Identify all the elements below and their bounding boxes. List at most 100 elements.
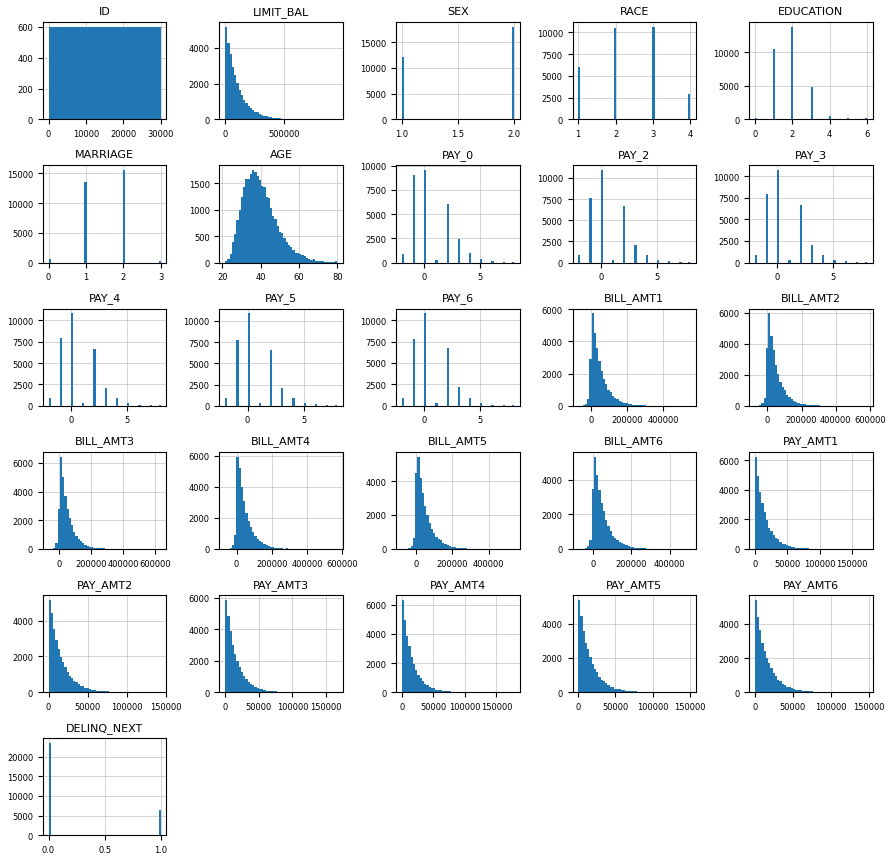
Title: BILL_AMT3: BILL_AMT3: [75, 436, 135, 447]
Bar: [237, 661, 238, 692]
Bar: [614, 538, 616, 549]
Bar: [127, 404, 129, 406]
Bar: [250, 108, 252, 121]
Bar: [272, 548, 274, 549]
Bar: [616, 540, 619, 549]
Bar: [759, 492, 762, 549]
Bar: [424, 684, 426, 692]
Bar: [138, 28, 140, 121]
Bar: [772, 535, 775, 549]
Bar: [281, 234, 283, 263]
Bar: [265, 117, 268, 121]
Bar: [771, 669, 772, 692]
Bar: [592, 314, 594, 406]
Bar: [594, 333, 597, 406]
Bar: [76, 683, 78, 692]
Title: SEX: SEX: [446, 7, 469, 17]
Bar: [270, 209, 272, 263]
Bar: [458, 239, 460, 263]
Bar: [420, 678, 421, 692]
Bar: [445, 544, 446, 549]
Bar: [433, 689, 435, 692]
Bar: [274, 548, 277, 549]
Bar: [759, 630, 762, 692]
Bar: [469, 399, 472, 406]
Bar: [268, 118, 270, 121]
Bar: [255, 173, 256, 263]
Bar: [630, 691, 632, 692]
Bar: [623, 691, 625, 692]
Bar: [689, 95, 690, 121]
Bar: [268, 691, 270, 692]
Bar: [805, 691, 806, 692]
Bar: [232, 545, 234, 549]
Bar: [657, 261, 659, 263]
Bar: [625, 691, 628, 692]
Bar: [413, 664, 415, 692]
Bar: [764, 512, 766, 549]
Bar: [612, 688, 614, 692]
Bar: [601, 170, 603, 263]
Bar: [315, 405, 317, 406]
Bar: [94, 548, 96, 549]
Bar: [80, 542, 82, 549]
Bar: [261, 187, 263, 263]
Bar: [237, 457, 238, 549]
Title: PAY_AMT2: PAY_AMT2: [77, 579, 133, 590]
Bar: [91, 28, 94, 121]
Bar: [252, 170, 255, 263]
Bar: [116, 399, 118, 406]
Bar: [829, 117, 831, 121]
Bar: [87, 689, 89, 692]
Bar: [250, 175, 252, 263]
Bar: [317, 262, 320, 263]
Bar: [598, 677, 601, 692]
Bar: [228, 616, 230, 692]
Bar: [69, 518, 71, 549]
Bar: [98, 691, 100, 692]
Bar: [91, 548, 94, 549]
Bar: [625, 404, 628, 406]
Bar: [430, 688, 433, 692]
Bar: [255, 114, 256, 121]
Bar: [98, 28, 100, 121]
Title: PAY_AMT5: PAY_AMT5: [606, 579, 663, 590]
Bar: [299, 255, 302, 263]
Bar: [82, 543, 85, 549]
Bar: [96, 691, 98, 692]
Bar: [597, 672, 598, 692]
Bar: [757, 477, 759, 549]
Bar: [421, 493, 424, 549]
Bar: [786, 687, 789, 692]
Bar: [610, 531, 612, 549]
Bar: [623, 404, 625, 406]
Bar: [234, 234, 237, 263]
Bar: [790, 547, 793, 549]
Bar: [491, 262, 494, 263]
Bar: [78, 540, 80, 549]
Bar: [308, 260, 311, 263]
Bar: [449, 547, 451, 549]
Bar: [62, 28, 64, 121]
Title: PAY_3: PAY_3: [795, 150, 827, 161]
Bar: [601, 504, 603, 549]
Bar: [458, 548, 460, 549]
Bar: [82, 28, 85, 121]
Bar: [255, 536, 256, 549]
Bar: [614, 29, 616, 121]
Bar: [246, 679, 247, 692]
Bar: [82, 404, 85, 406]
Bar: [592, 490, 594, 549]
Bar: [69, 28, 71, 121]
Bar: [578, 68, 580, 121]
Bar: [277, 548, 279, 549]
Bar: [446, 349, 449, 406]
Bar: [274, 220, 277, 263]
Bar: [435, 690, 438, 692]
Bar: [150, 28, 152, 121]
Bar: [766, 520, 768, 549]
Bar: [290, 248, 293, 263]
Bar: [55, 28, 57, 121]
Bar: [621, 403, 623, 406]
Bar: [619, 690, 621, 692]
